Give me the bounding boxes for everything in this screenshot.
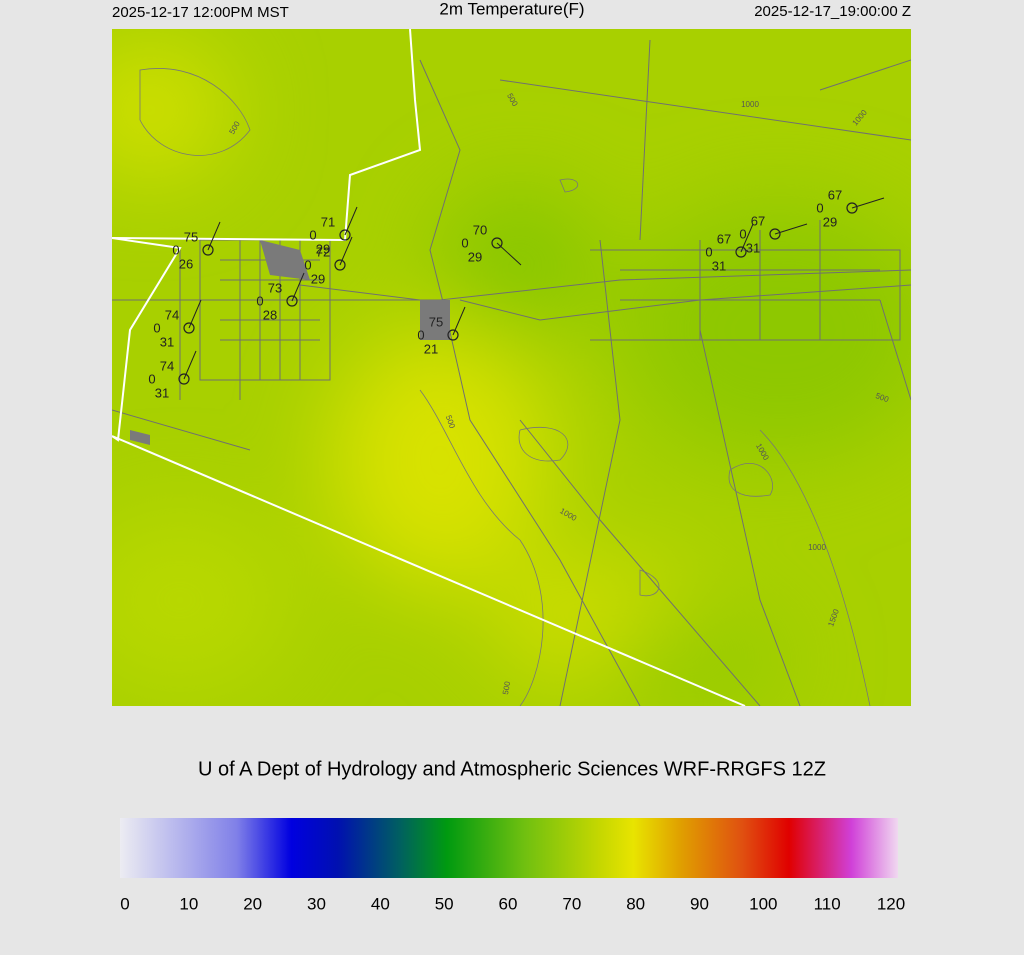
- map-title: 2m Temperature(F): [439, 0, 584, 18]
- wind-barb: [452, 306, 466, 336]
- wind-barb: [207, 221, 221, 251]
- contours: [139, 68, 871, 706]
- station-dewpoint: 29: [311, 271, 325, 286]
- station-wind: 0: [172, 242, 179, 257]
- station-wind: 0: [417, 327, 424, 342]
- station-temperature: 75: [429, 314, 443, 329]
- wind-barb: [851, 197, 885, 209]
- station-marker: [334, 259, 346, 271]
- contour-label: 1000: [808, 543, 826, 552]
- colorbar-tick-label: 30: [307, 894, 326, 913]
- colorbar: [120, 818, 898, 878]
- roads: [112, 39, 911, 706]
- station-temperature: 67: [751, 213, 765, 228]
- station-wind: 0: [816, 200, 823, 215]
- station-dewpoint: 29: [823, 214, 837, 229]
- station-marker: [339, 229, 351, 241]
- colorbar-tick-label: 50: [435, 894, 454, 913]
- wind-barb: [496, 242, 522, 266]
- station-dewpoint: 28: [263, 307, 277, 322]
- station-wind: 0: [739, 226, 746, 241]
- local-time: 2025-12-17 12:00PM MST: [112, 4, 289, 21]
- colorbar-tick-label: 20: [243, 894, 262, 913]
- colorbar-tick-label: 110: [814, 894, 841, 913]
- station-temperature: 74: [160, 358, 174, 373]
- station-wind: 0: [304, 257, 311, 272]
- station-temperature: 71: [321, 214, 335, 229]
- station-temperature: 74: [165, 307, 179, 322]
- colorbar-tick-label: 90: [690, 894, 709, 913]
- station-dewpoint: 31: [160, 334, 174, 349]
- colorbar-ticks: 0 10 20 30 40 50 60 70 80 90 100 110 120: [120, 894, 905, 913]
- wind-barb: [740, 223, 754, 253]
- wind-barb: [339, 236, 353, 266]
- station-dewpoint: 29: [316, 241, 330, 256]
- utc-time: 2025-12-17_19:00:00 Z: [754, 3, 911, 20]
- station-wind: 0: [705, 244, 712, 259]
- station-wind: 0: [309, 227, 316, 242]
- station-marker: [202, 244, 214, 256]
- station-temperature: 67: [828, 187, 842, 202]
- wind-barb: [291, 272, 305, 302]
- station-marker: [286, 295, 298, 307]
- station-marker: [447, 329, 459, 341]
- colorbar-tick-label: 80: [626, 894, 645, 913]
- contour-label: 1000: [741, 100, 759, 109]
- station-wind: 0: [256, 293, 263, 308]
- colorbar-tick-label: 0: [120, 894, 129, 913]
- station-dewpoint: 31: [746, 240, 760, 255]
- contour-label: 500: [501, 680, 512, 695]
- station-dewpoint: 21: [424, 341, 438, 356]
- contour-label: 500: [444, 414, 457, 430]
- wind-barb: [774, 223, 808, 235]
- station-temperature: 67: [717, 231, 731, 246]
- colorbar-tick-label: 120: [877, 894, 905, 913]
- wind-barb: [183, 350, 197, 380]
- station-wind: 0: [461, 235, 468, 250]
- station-marker: [491, 237, 503, 249]
- station-temperature: 73: [268, 280, 282, 295]
- colorbar-tick-label: 70: [562, 894, 581, 913]
- station-marker: [183, 322, 195, 334]
- station-marker: [178, 373, 190, 385]
- station-wind: 0: [148, 371, 155, 386]
- station-dewpoint: 26: [179, 256, 193, 271]
- temperature-field: [112, 29, 911, 706]
- station-dewpoint: 31: [712, 258, 726, 273]
- station-temperature: 70: [473, 222, 487, 237]
- station-dewpoint: 31: [155, 385, 169, 400]
- station-temperature: 72: [316, 244, 330, 259]
- credit: U of A Dept of Hydrology and Atmospheric…: [198, 758, 826, 780]
- wind-barb: [188, 299, 202, 329]
- station-marker: [846, 202, 858, 214]
- colorbar-tick-label: 100: [749, 894, 777, 913]
- station-plots: 7502671029720297302874031740317502170029…: [148, 187, 885, 400]
- station-wind: 0: [153, 320, 160, 335]
- station-dewpoint: 29: [468, 249, 482, 264]
- contour-label: 500: [874, 391, 890, 404]
- station-marker: [769, 228, 781, 240]
- colorbar-tick-label: 10: [179, 894, 198, 913]
- colorbar-tick-label: 60: [499, 894, 518, 913]
- borders: [112, 29, 746, 706]
- station-temperature: 75: [184, 229, 198, 244]
- wind-barb: [344, 206, 358, 236]
- station-marker: [735, 246, 747, 258]
- colorbar-tick-label: 40: [371, 894, 390, 913]
